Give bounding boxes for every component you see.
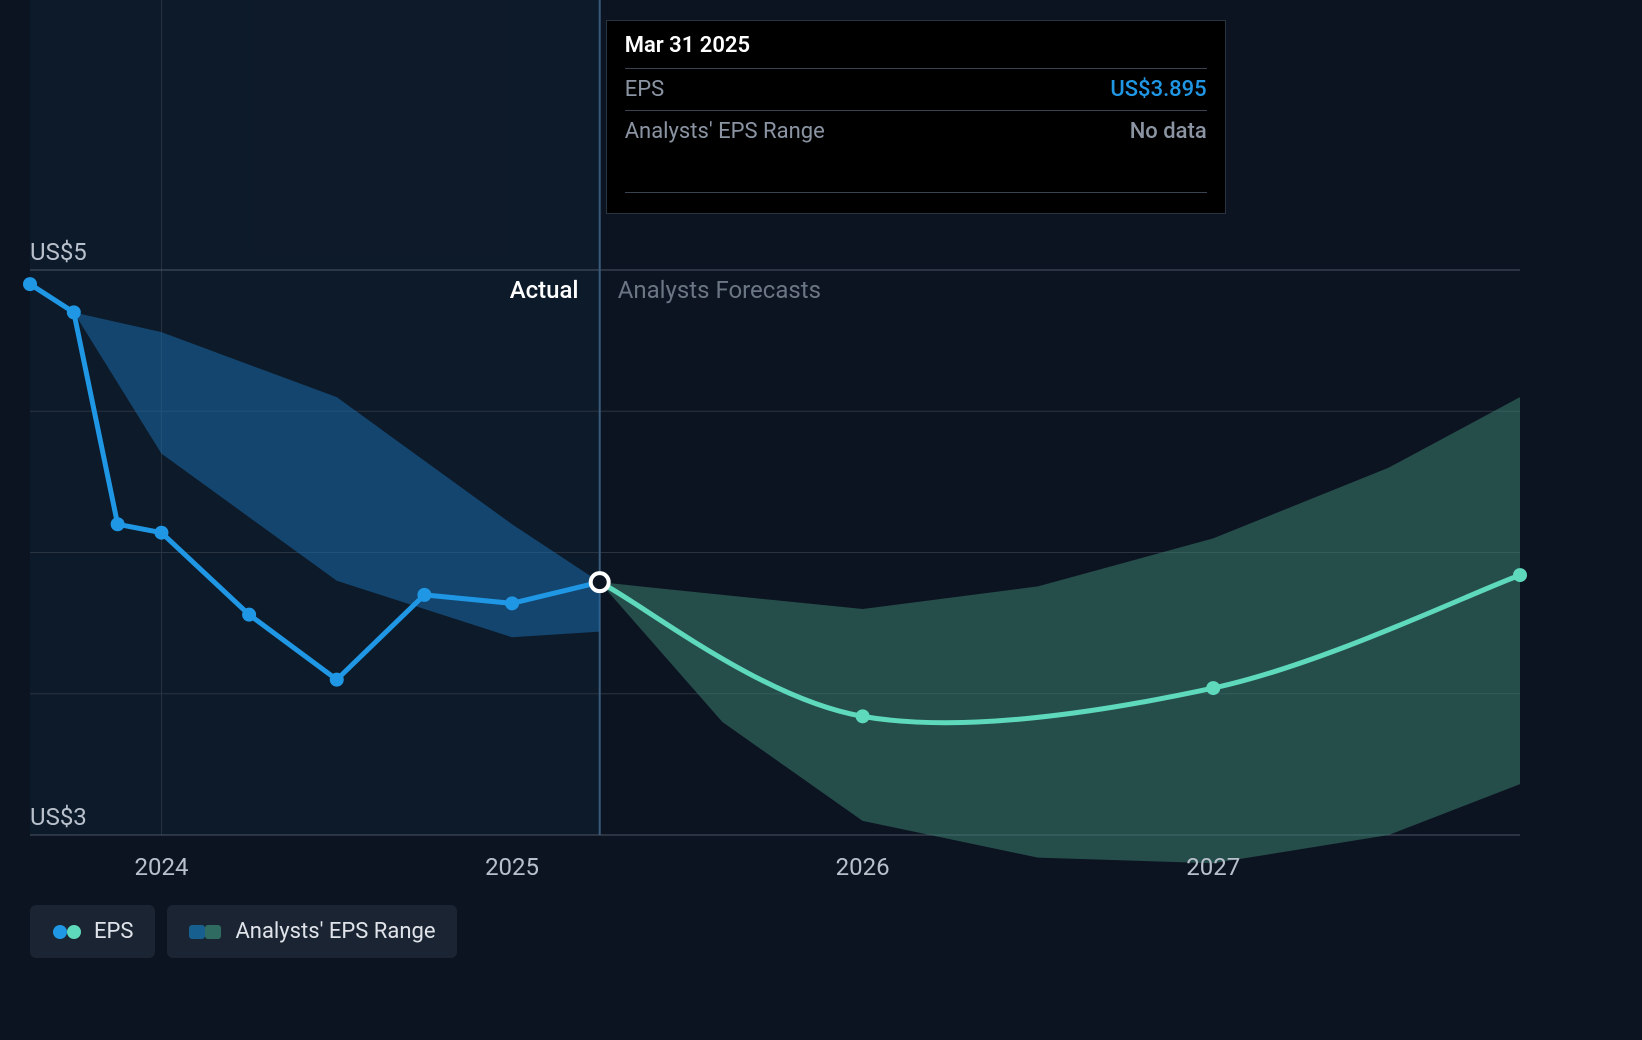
highlight-point[interactable] [591,573,609,591]
actual-point[interactable] [111,517,125,531]
y-axis-label: US$5 [30,238,87,266]
legend-dots-icon [52,924,82,940]
forecast-point[interactable] [1513,568,1527,582]
tooltip-value: No data [1130,119,1207,144]
legend-item[interactable]: Analysts' EPS Range [167,905,457,958]
legend-patches-icon [189,923,223,941]
forecast-point[interactable] [856,709,870,723]
tooltip: Mar 31 2025 EPS US$3.895 Analysts' EPS Ran… [606,20,1226,214]
tooltip-row: Analysts' EPS Range No data [625,111,1207,152]
forecast-point[interactable] [1206,681,1220,695]
section-label-forecast: Analysts Forecasts [618,276,821,304]
section-label-actual: Actual [510,276,579,304]
tooltip-label: EPS [625,77,664,102]
actual-point[interactable] [154,526,168,540]
legend: EPS Analysts' EPS Range [30,905,457,958]
actual-point[interactable] [330,673,344,687]
legend-label: Analysts' EPS Range [235,919,435,944]
legend-label: EPS [94,919,133,944]
tooltip-row: EPS US$3.895 [625,69,1207,111]
actual-point[interactable] [23,277,37,291]
y-axis-label: US$3 [30,803,87,831]
x-axis-label: 2027 [1186,853,1240,881]
legend-item[interactable]: EPS [30,905,155,958]
x-axis-label: 2024 [134,853,188,881]
x-axis-label: 2026 [836,853,890,881]
eps-chart: US$5 US$3 2024 2025 2026 2027 Actual Analyst… [0,0,1642,1040]
tooltip-label: Analysts' EPS Range [625,119,825,144]
actual-point[interactable] [67,305,81,319]
actual-point[interactable] [505,596,519,610]
actual-point[interactable] [242,608,256,622]
actual-point[interactable] [417,588,431,602]
x-axis-label: 2025 [485,853,539,881]
tooltip-date: Mar 31 2025 [625,33,1207,69]
tooltip-value: US$3.895 [1110,77,1206,102]
